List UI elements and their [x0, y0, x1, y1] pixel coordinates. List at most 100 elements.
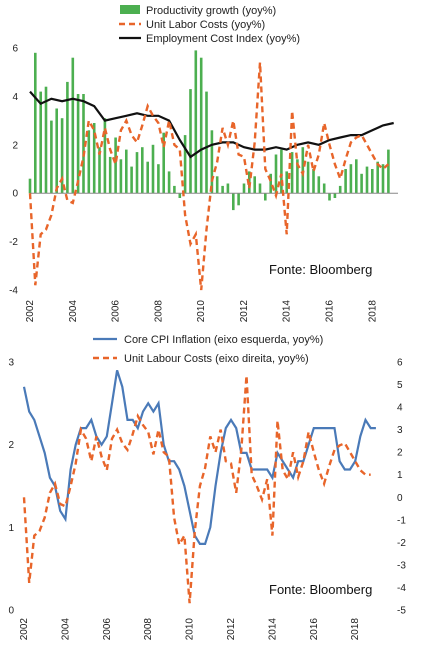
- productivity-bar: [226, 183, 230, 194]
- productivity-bar: [183, 135, 187, 194]
- productivity-bar: [290, 152, 294, 194]
- chart-1: -4 -2 0 2 4 6 2002 2004 2006 2008 2010 2012 2014 201…: [9, 5, 398, 322]
- x-tick-label: 2010: [196, 300, 207, 323]
- productivity-bar: [360, 173, 363, 194]
- chart1-legend: Productivity growth (yoy%) Unit Labor Co…: [119, 5, 300, 45]
- right-y-tick-label: 4: [397, 403, 403, 414]
- productivity-bar: [237, 193, 240, 206]
- productivity-bar: [71, 57, 75, 194]
- x-tick-label: 2002: [25, 300, 36, 323]
- productivity-bar: [328, 193, 331, 201]
- productivity-bar: [338, 185, 342, 194]
- productivity-bar: [92, 123, 96, 194]
- productivity-bar: [344, 169, 347, 194]
- productivity-bar: [189, 89, 192, 194]
- productivity-bar: [28, 178, 32, 194]
- productivity-bar: [258, 183, 262, 194]
- x-tick-label: 2006: [111, 300, 122, 323]
- right-y-tick-label: 5: [397, 380, 403, 391]
- productivity-bar: [285, 171, 288, 194]
- productivity-bar: [355, 159, 358, 194]
- chart1-source-label: Fonte: Bloomberg: [269, 262, 372, 277]
- productivity-bar: [306, 161, 310, 194]
- productivity-bar: [151, 144, 155, 194]
- x-tick-label: 2004: [60, 618, 71, 641]
- right-y-tick-label: -3: [397, 560, 406, 571]
- series-line-unit-labor-costs: [28, 62, 390, 291]
- productivity-bar: [135, 152, 139, 194]
- productivity-bar: [87, 130, 91, 194]
- productivity-bar: [317, 176, 321, 194]
- productivity-bar: [167, 171, 171, 194]
- productivity-bar: [55, 108, 58, 194]
- productivity-bars: [28, 50, 390, 211]
- x-tick-label: 2014: [267, 618, 278, 641]
- x-tick-label: 2016: [309, 618, 320, 641]
- productivity-bar: [141, 147, 144, 194]
- x-tick-label: 2014: [282, 300, 293, 323]
- y-tick-label: 4: [12, 92, 18, 103]
- legend-label-core-cpi: Core CPI Inflation (eixo esquerda, yoy%): [124, 334, 323, 346]
- chart2-left-y-tick-labels: 0 1 2 3: [8, 358, 14, 617]
- right-y-tick-label: 6: [397, 358, 403, 369]
- x-tick-label: 2018: [350, 618, 361, 641]
- productivity-bar: [333, 193, 337, 198]
- productivity-bar: [301, 147, 305, 194]
- productivity-bar: [44, 86, 48, 194]
- x-tick-label: 2012: [226, 618, 237, 641]
- productivity-bar: [66, 81, 69, 194]
- legend-label-ulc: Unit Labor Costs (yoy%): [146, 19, 265, 31]
- productivity-bar: [349, 164, 353, 194]
- chart2-x-tick-labels: 2002 2004 2006 2008 2010 2012 2014 2016 2018: [19, 618, 361, 641]
- productivity-bar: [173, 185, 176, 194]
- productivity-bar: [157, 164, 160, 194]
- x-tick-label: 2008: [143, 618, 154, 641]
- y-tick-label: 2: [12, 140, 18, 151]
- productivity-bar: [242, 183, 246, 194]
- productivity-bar: [39, 91, 42, 194]
- series-line-employment-cost-index: [29, 90, 394, 159]
- productivity-bar: [76, 94, 80, 194]
- productivity-bar: [98, 147, 101, 194]
- productivity-bar: [162, 132, 165, 194]
- productivity-bar: [280, 149, 283, 194]
- legend-label-unit-labour-costs: Unit Labour Costs (eixo direita, yoy%): [124, 353, 309, 365]
- y-tick-label: -2: [9, 237, 18, 248]
- y-tick-label: 6: [12, 44, 18, 55]
- right-y-tick-label: 2: [397, 448, 403, 459]
- x-tick-label: 2018: [367, 300, 378, 323]
- y-tick-label: -4: [9, 286, 18, 297]
- series-line-unit-labour-costs: [22, 375, 371, 604]
- productivity-bar: [264, 193, 267, 201]
- series-line-core-cpi: [22, 369, 376, 545]
- productivity-bar: [205, 91, 208, 194]
- productivity-bar: [365, 166, 369, 194]
- legend-label-productivity: Productivity growth (yoy%): [146, 5, 276, 17]
- x-tick-label: 2010: [185, 618, 196, 641]
- left-y-tick-label: 3: [8, 358, 14, 369]
- left-y-tick-label: 2: [8, 440, 14, 451]
- productivity-bar: [215, 176, 219, 194]
- x-tick-label: 2008: [153, 300, 164, 323]
- right-y-tick-label: -2: [397, 538, 406, 549]
- productivity-bar: [108, 156, 112, 194]
- chart1-y-tick-labels: -4 -2 0 2 4 6: [9, 44, 18, 297]
- x-tick-label: 2016: [325, 300, 336, 323]
- productivity-bar: [119, 159, 123, 194]
- productivity-bar: [296, 159, 299, 194]
- productivity-bar: [34, 52, 37, 194]
- productivity-bar: [103, 118, 107, 194]
- productivity-bar: [194, 50, 198, 194]
- left-y-tick-label: 0: [8, 606, 14, 617]
- productivity-bar: [199, 57, 203, 194]
- productivity-bar: [146, 161, 149, 194]
- y-tick-label: 0: [12, 189, 18, 200]
- x-tick-label: 2006: [102, 618, 113, 641]
- right-y-tick-label: -1: [397, 515, 406, 526]
- x-tick-label: 2004: [68, 300, 79, 323]
- right-y-tick-label: -5: [397, 606, 406, 617]
- productivity-bar: [274, 154, 278, 194]
- chart2-legend: Core CPI Inflation (eixo esquerda, yoy%)…: [93, 334, 323, 365]
